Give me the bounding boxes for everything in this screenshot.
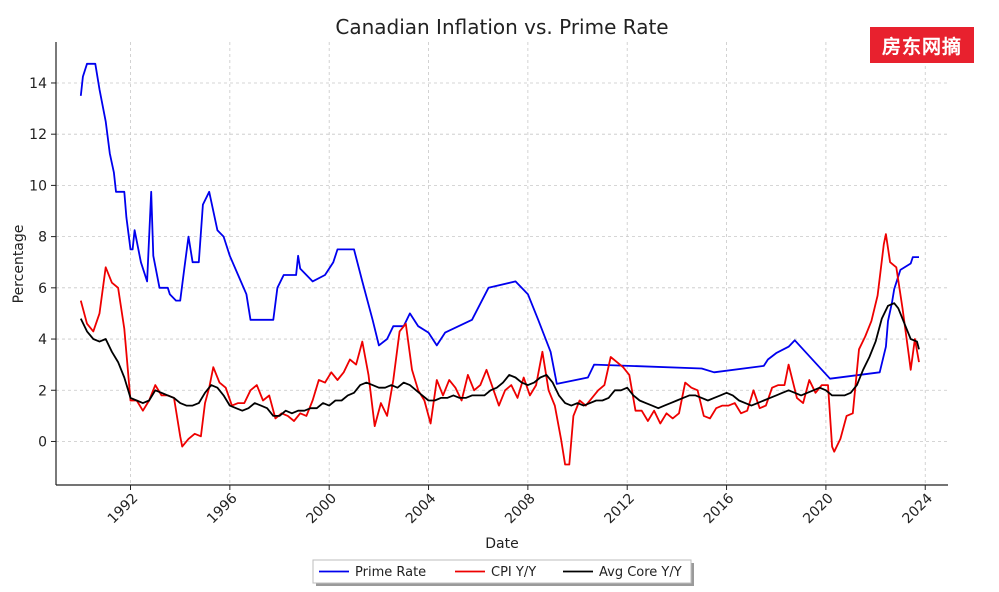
grid-lines bbox=[56, 42, 948, 485]
x-tick-label: 2016 bbox=[701, 490, 738, 527]
y-tick-label: 12 bbox=[29, 127, 47, 143]
y-tick-label: 6 bbox=[38, 281, 47, 297]
chart-title: Canadian Inflation vs. Prime Rate bbox=[335, 15, 668, 39]
series-line-prime-rate bbox=[79, 62, 919, 385]
x-tick-label: 2004 bbox=[403, 490, 440, 527]
x-tick-label: 2000 bbox=[304, 491, 341, 528]
y-axis-label: Percentage bbox=[11, 225, 27, 304]
y-tick-label: 8 bbox=[38, 230, 47, 246]
plot-series bbox=[79, 62, 920, 466]
x-tick-label: 1996 bbox=[204, 490, 241, 527]
x-tick-label: 2024 bbox=[900, 490, 937, 527]
legend-label-cpi-y-y: CPI Y/Y bbox=[491, 565, 536, 580]
watermark-logo: 房东网摘 bbox=[870, 27, 974, 63]
x-tick-label: 2012 bbox=[602, 491, 639, 528]
x-tick-label: 2020 bbox=[800, 491, 837, 528]
y-tick-label: 14 bbox=[29, 76, 47, 92]
y-tick-label: 4 bbox=[38, 332, 47, 348]
y-tick-label: 2 bbox=[38, 383, 47, 399]
x-tick-label: 2008 bbox=[502, 491, 539, 528]
series-line-cpi-y-y bbox=[79, 233, 920, 466]
legend-label-avg-core-y-y: Avg Core Y/Y bbox=[599, 565, 682, 580]
legend-label-prime-rate: Prime Rate bbox=[355, 565, 426, 580]
series-line-avg-core-y-y bbox=[79, 302, 920, 417]
axes: 0 2 4 6 8 10 12 14 1992 1996 2000 2004 2008 2012 2016 2… bbox=[29, 42, 948, 527]
y-tick-label: 0 bbox=[38, 434, 47, 450]
watermark-text: 房东网摘 bbox=[881, 35, 962, 58]
x-axis-label: Date bbox=[485, 536, 518, 552]
legend: Prime Rate CPI Y/Y Avg Core Y/Y bbox=[312, 559, 694, 586]
legend-box bbox=[312, 559, 692, 584]
y-tick-label: 10 bbox=[29, 178, 47, 194]
x-tick-label: 1992 bbox=[105, 491, 142, 528]
